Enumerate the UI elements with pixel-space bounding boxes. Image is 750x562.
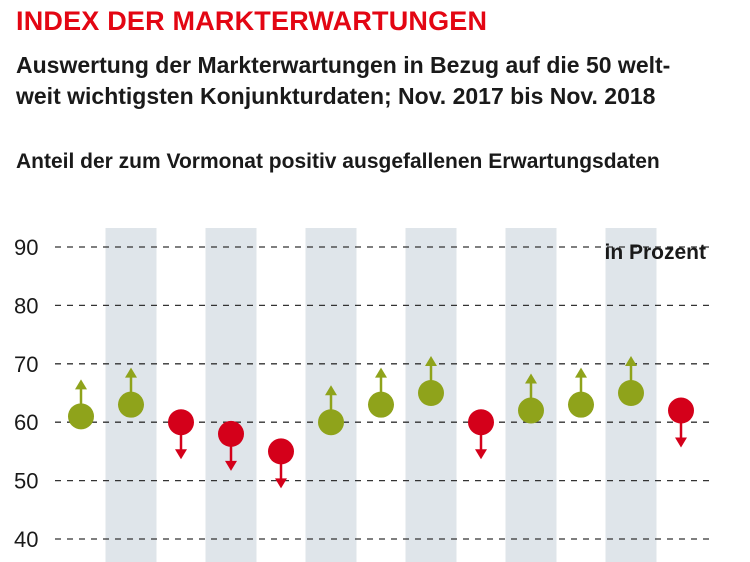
y-tick-label: 80 bbox=[14, 293, 38, 318]
point-marker-up bbox=[118, 391, 144, 418]
arrow-up-icon bbox=[325, 385, 337, 396]
subtitle-line-2: weit wichtigsten Konjunkturdaten; Nov. 2… bbox=[16, 83, 656, 109]
data-point bbox=[468, 409, 494, 460]
data-point bbox=[368, 367, 394, 418]
mark-layer bbox=[68, 356, 694, 489]
arrow-up-icon bbox=[75, 379, 87, 390]
point-marker-down bbox=[468, 409, 494, 436]
point-marker-down bbox=[168, 409, 194, 436]
data-point bbox=[418, 356, 444, 406]
point-marker-down bbox=[268, 438, 294, 465]
data-point bbox=[168, 409, 194, 460]
arrow-up-icon bbox=[425, 356, 437, 366]
data-point bbox=[318, 385, 344, 436]
chart-title: INDEX DER MARKTERWARTUNGEN bbox=[16, 6, 488, 36]
arrow-down-icon bbox=[225, 460, 237, 471]
y-tick-label: 50 bbox=[14, 469, 38, 494]
point-marker-up bbox=[68, 403, 94, 430]
point-marker-up bbox=[318, 409, 344, 436]
measure-label: Anteil der zum Vormonat positiv ausgefal… bbox=[16, 150, 660, 173]
y-tick-label: 70 bbox=[14, 352, 38, 377]
arrow-up-icon bbox=[525, 373, 537, 384]
arrow-up-icon bbox=[375, 367, 387, 378]
arrow-down-icon bbox=[275, 478, 287, 489]
arrow-up-icon bbox=[625, 356, 637, 366]
arrow-up-icon bbox=[125, 367, 137, 378]
data-point bbox=[618, 356, 644, 406]
arrow-down-icon bbox=[475, 449, 487, 460]
y-tick-label: 90 bbox=[14, 235, 38, 260]
point-marker-up bbox=[418, 380, 444, 406]
data-point bbox=[118, 367, 144, 418]
y-tick-label: 60 bbox=[14, 410, 38, 435]
point-marker-down bbox=[218, 420, 244, 447]
point-marker-up bbox=[518, 397, 544, 424]
point-marker-up bbox=[618, 380, 644, 406]
data-point bbox=[568, 367, 594, 418]
unit-label: in Prozent bbox=[604, 241, 706, 264]
point-marker-down bbox=[668, 397, 694, 424]
tick-layer: 90 80 70 60 50 40 bbox=[14, 235, 38, 552]
arrow-down-icon bbox=[175, 449, 187, 460]
data-point bbox=[518, 373, 544, 424]
point-marker-up bbox=[568, 391, 594, 418]
arrow-up-icon bbox=[575, 367, 587, 378]
band-layer bbox=[105, 228, 657, 562]
arrow-down-icon bbox=[675, 437, 687, 448]
subtitle-line-1: Auswertung der Markterwartungen in Bezug… bbox=[16, 52, 671, 78]
chart-subtitle: Auswertung der Markterwartungen in Bezug… bbox=[16, 50, 741, 112]
background-band bbox=[205, 228, 257, 562]
point-marker-up bbox=[368, 391, 394, 418]
data-point bbox=[268, 438, 294, 489]
data-point bbox=[218, 420, 244, 471]
y-tick-label: 40 bbox=[14, 527, 38, 552]
data-point bbox=[68, 379, 94, 430]
grid-layer bbox=[55, 246, 712, 540]
data-point bbox=[668, 397, 694, 448]
